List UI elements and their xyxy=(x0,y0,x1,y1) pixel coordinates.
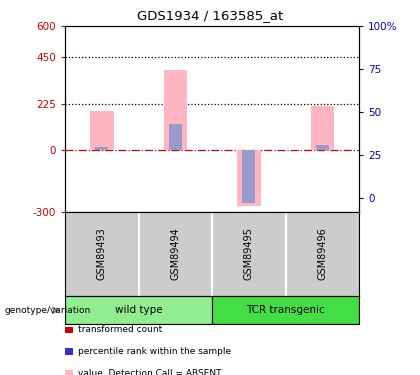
Text: GSM89495: GSM89495 xyxy=(244,228,254,280)
Text: GSM89496: GSM89496 xyxy=(318,228,327,280)
Bar xyxy=(65,296,212,324)
Text: wild type: wild type xyxy=(115,305,163,315)
Text: percentile rank within the sample: percentile rank within the sample xyxy=(78,347,231,356)
Bar xyxy=(169,124,182,150)
Bar xyxy=(95,147,108,150)
Text: value, Detection Call = ABSENT: value, Detection Call = ABSENT xyxy=(78,369,221,375)
Bar xyxy=(163,70,187,150)
Text: GSM89494: GSM89494 xyxy=(171,228,180,280)
Bar xyxy=(237,150,260,206)
Text: GDS1934 / 163585_at: GDS1934 / 163585_at xyxy=(137,9,283,22)
Bar xyxy=(212,296,359,324)
Text: TCR transgenic: TCR transgenic xyxy=(246,305,325,315)
Text: transformed count: transformed count xyxy=(78,326,162,334)
Bar xyxy=(242,150,255,202)
Text: GSM89493: GSM89493 xyxy=(97,228,107,280)
Bar xyxy=(311,106,334,150)
Text: genotype/variation: genotype/variation xyxy=(4,306,90,315)
Bar xyxy=(316,146,329,150)
Bar xyxy=(90,111,113,150)
